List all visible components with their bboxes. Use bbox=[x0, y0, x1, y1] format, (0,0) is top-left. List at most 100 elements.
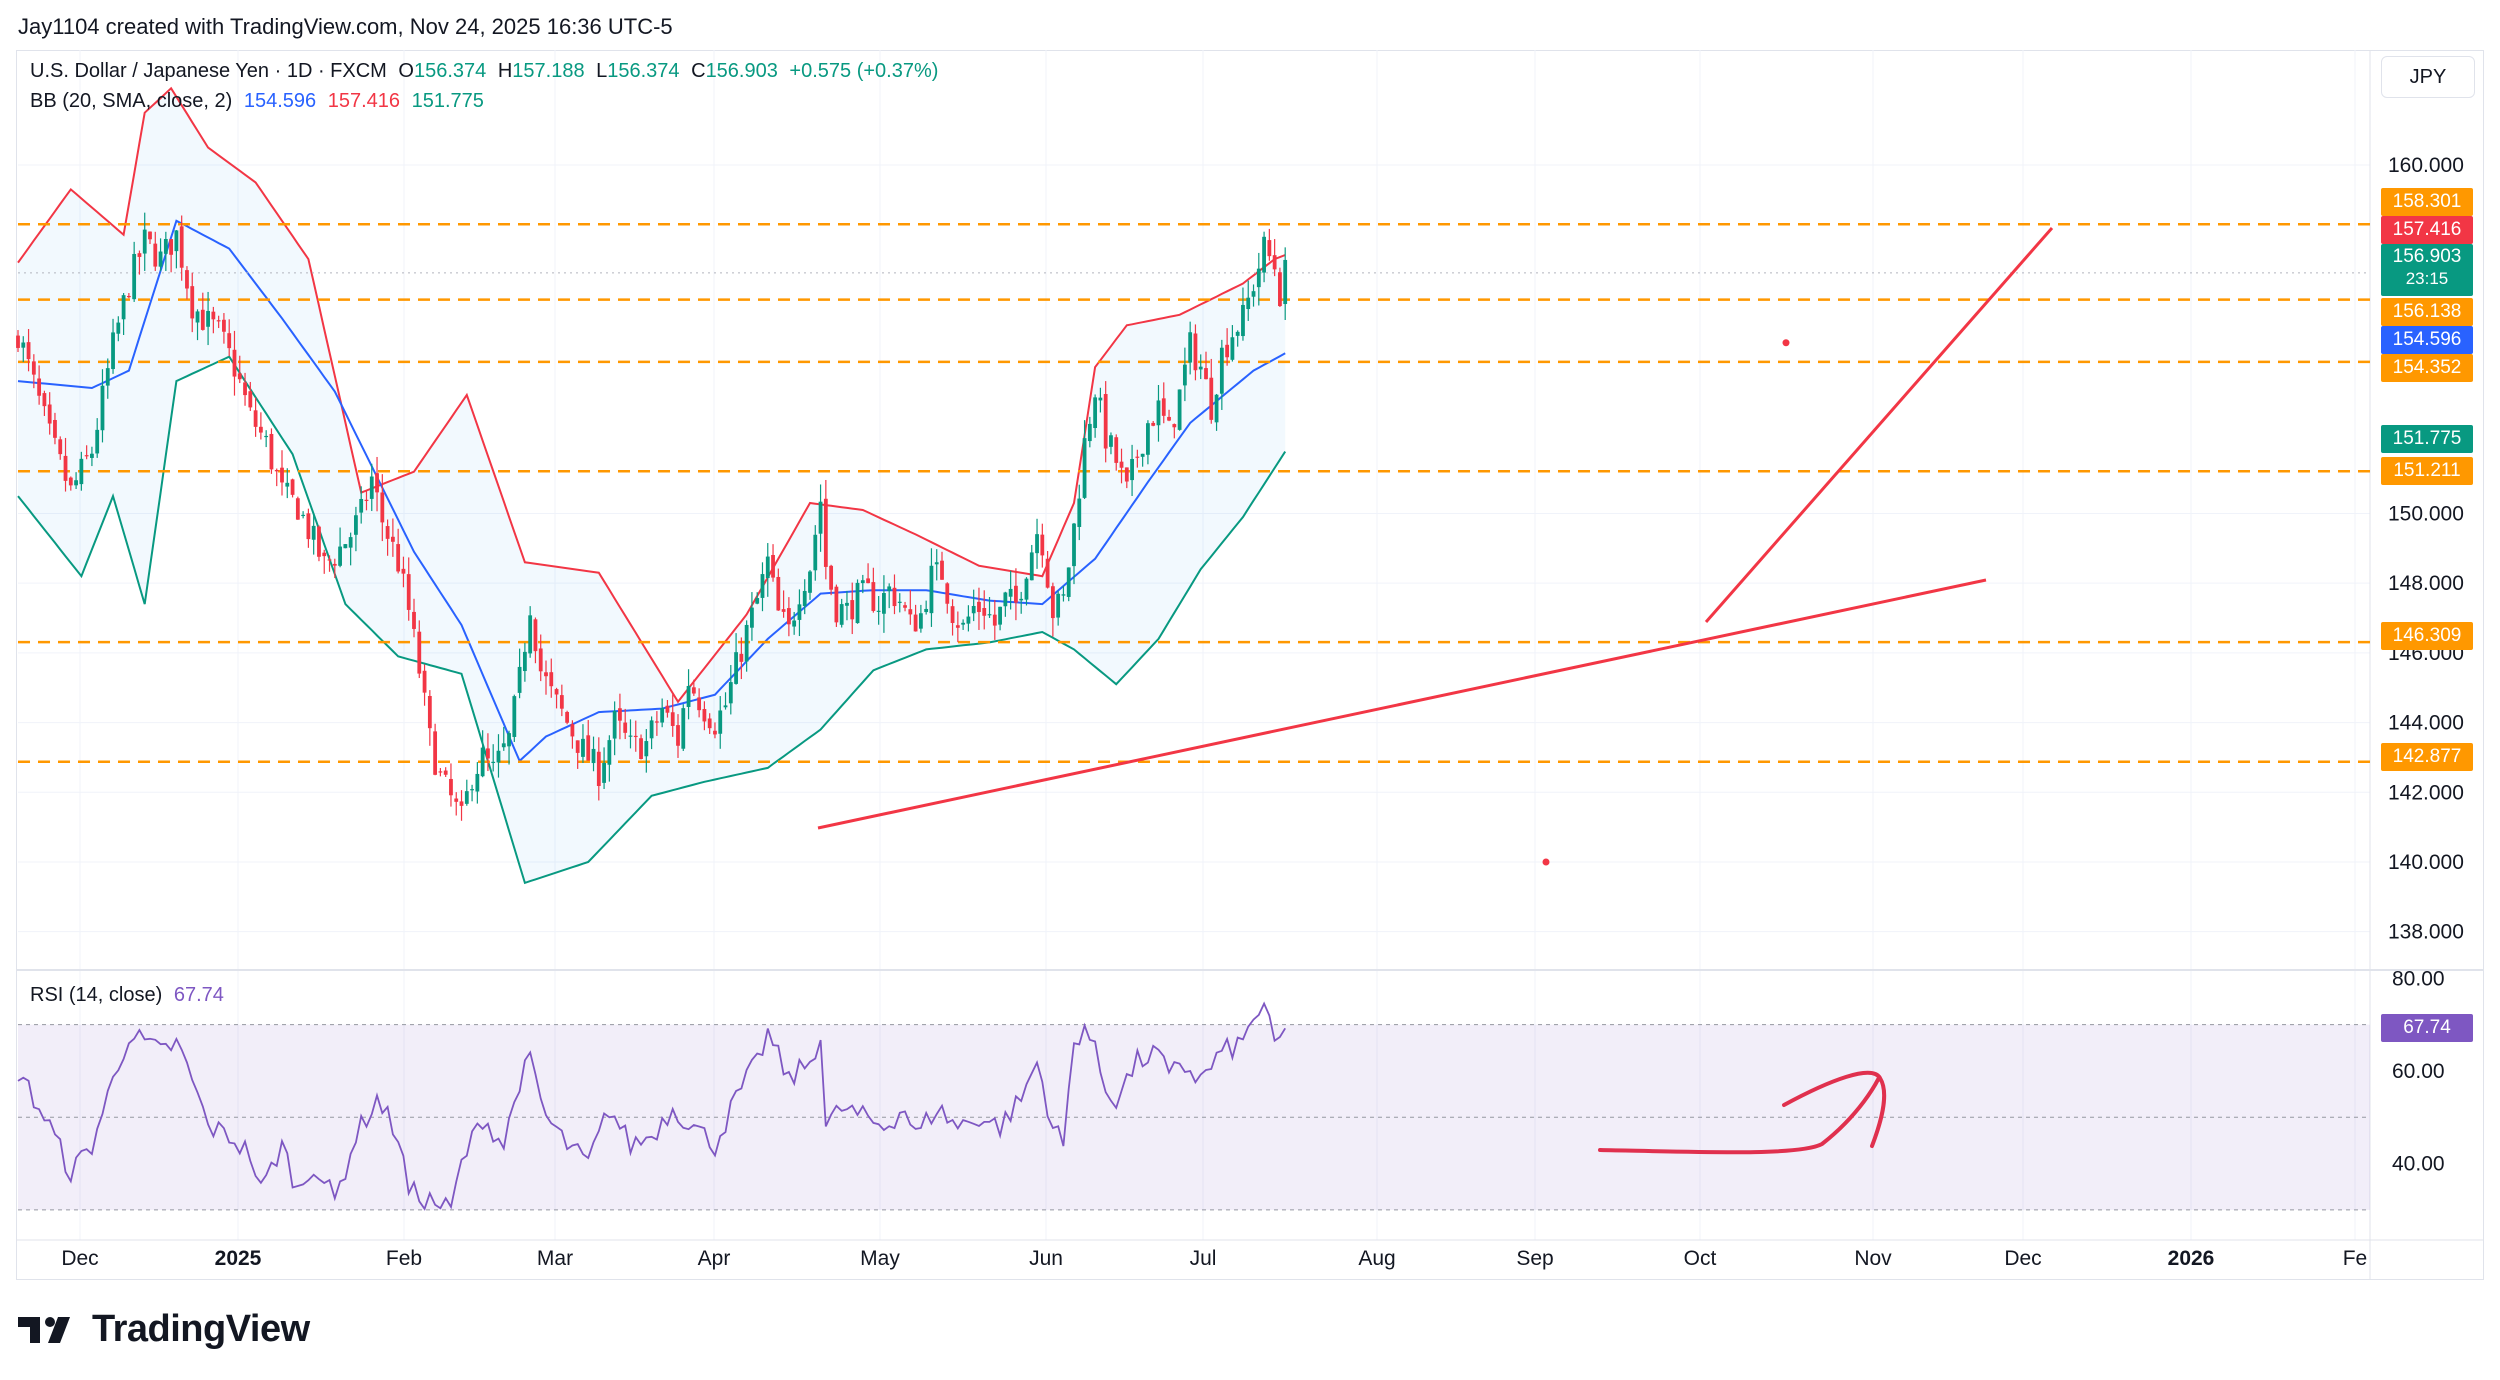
candle-body bbox=[26, 342, 31, 360]
candle-body bbox=[1040, 534, 1045, 556]
candle-body bbox=[163, 238, 168, 254]
candle-body bbox=[755, 598, 760, 604]
candle-body bbox=[433, 731, 438, 775]
candle-body bbox=[253, 410, 258, 427]
candle-body bbox=[913, 614, 918, 632]
bb-basis-value: 154.596 bbox=[243, 90, 317, 112]
trendline-steep bbox=[1704, 227, 2054, 623]
candle-body bbox=[1087, 423, 1092, 442]
candle-body bbox=[274, 469, 279, 472]
level-tag-158: 158.301 bbox=[2381, 188, 2473, 216]
candle-body bbox=[1182, 364, 1187, 386]
candle-body bbox=[1272, 255, 1277, 270]
candle-body bbox=[792, 620, 797, 627]
bb-lower-value: 151.775 bbox=[411, 90, 484, 112]
price-tick-label: 150.000 bbox=[2388, 502, 2464, 525]
candle-body bbox=[903, 605, 907, 608]
candle-body bbox=[829, 565, 834, 590]
candle-body bbox=[744, 624, 749, 662]
price-tick-label: 138.000 bbox=[2388, 921, 2464, 944]
candle-body bbox=[47, 404, 52, 424]
rsi-tick-label: 40.00 bbox=[2392, 1153, 2445, 1176]
candle-body bbox=[797, 604, 802, 620]
bb-lower-tag: 151.775 bbox=[2381, 425, 2473, 453]
trendline-rising bbox=[817, 578, 1987, 830]
candle-body bbox=[174, 230, 179, 252]
candle-body bbox=[348, 537, 353, 548]
candle-body bbox=[676, 725, 680, 746]
candle-body bbox=[1156, 400, 1161, 426]
time-tick-label: Nov bbox=[1854, 1247, 1892, 1270]
candle-body bbox=[354, 515, 358, 535]
candle-body bbox=[369, 476, 374, 499]
candle-body bbox=[1019, 598, 1024, 601]
candle-body bbox=[823, 498, 828, 567]
candle-body bbox=[179, 226, 184, 268]
candle-body bbox=[74, 480, 78, 486]
chart-frame[interactable] bbox=[16, 50, 2484, 1280]
candle-body bbox=[42, 393, 47, 407]
candle-body bbox=[654, 721, 659, 723]
candle-body bbox=[1262, 236, 1266, 273]
candle-body bbox=[343, 544, 348, 549]
high-value: 157.188 bbox=[512, 60, 585, 82]
candle-body bbox=[681, 708, 686, 749]
candle-body bbox=[982, 608, 987, 616]
level-tag-142: 142.877 bbox=[2381, 743, 2473, 771]
time-tick-label: Dec bbox=[61, 1247, 98, 1270]
candle-body bbox=[581, 738, 585, 757]
rsi-legend: RSI (14, close) 67.74 bbox=[30, 984, 230, 1007]
rsi-line bbox=[17, 1001, 1286, 1211]
candle-body bbox=[607, 740, 612, 765]
candle-body bbox=[237, 373, 242, 380]
candle-body bbox=[660, 708, 665, 723]
candle-body bbox=[1230, 337, 1235, 360]
candle-body bbox=[153, 243, 158, 267]
candle-body bbox=[1050, 586, 1055, 619]
candle-body bbox=[892, 587, 897, 607]
rsi-tick-label: 80.00 bbox=[2392, 967, 2445, 990]
candle-body bbox=[417, 631, 422, 674]
tradingview-logo[interactable]: TradingView bbox=[18, 1308, 310, 1351]
candle-body bbox=[950, 606, 955, 623]
candle-body bbox=[559, 695, 564, 709]
price-tick-label: 160.000 bbox=[2388, 154, 2464, 177]
candle-body bbox=[37, 378, 42, 396]
candle-body bbox=[834, 586, 839, 623]
candle-body bbox=[401, 568, 406, 574]
candle-body bbox=[464, 791, 469, 804]
rsi-label[interactable]: RSI (14, close) bbox=[30, 984, 163, 1006]
candle-body bbox=[269, 433, 274, 470]
candle-body bbox=[137, 253, 142, 257]
candle-body bbox=[596, 751, 601, 787]
bb-upper-line bbox=[17, 86, 1286, 704]
candle-body bbox=[295, 498, 300, 520]
candle-body bbox=[533, 619, 538, 652]
candle-body bbox=[396, 544, 401, 572]
candle-body bbox=[618, 708, 622, 721]
candle-body bbox=[1035, 534, 1039, 554]
candle-body bbox=[866, 578, 870, 584]
candle-body bbox=[971, 605, 976, 614]
candle-body bbox=[612, 710, 617, 739]
candle-body bbox=[882, 592, 886, 614]
tradingview-logo-icon bbox=[18, 1316, 70, 1343]
candle-body bbox=[855, 582, 860, 624]
bb-label[interactable]: BB (20, SMA, close, 2) bbox=[30, 90, 233, 112]
candle-body bbox=[702, 709, 707, 722]
candle-body bbox=[987, 614, 992, 616]
candle-body bbox=[1256, 268, 1261, 288]
candle-body bbox=[998, 606, 1002, 625]
candle-body bbox=[850, 600, 855, 620]
candle-body bbox=[1267, 240, 1272, 257]
time-tick-label: Jun bbox=[1029, 1247, 1063, 1270]
time-tick-label: Oct bbox=[1684, 1247, 1717, 1270]
close-label: C bbox=[691, 60, 706, 82]
candle-body bbox=[486, 748, 490, 759]
currency-selector[interactable]: JPY bbox=[2381, 56, 2475, 98]
candle-body bbox=[1029, 552, 1034, 581]
symbol-title[interactable]: U.S. Dollar / Japanese Yen · 1D · FXCM bbox=[30, 60, 387, 82]
candle-body bbox=[697, 697, 702, 711]
level-tag-151: 151.211 bbox=[2381, 457, 2473, 485]
